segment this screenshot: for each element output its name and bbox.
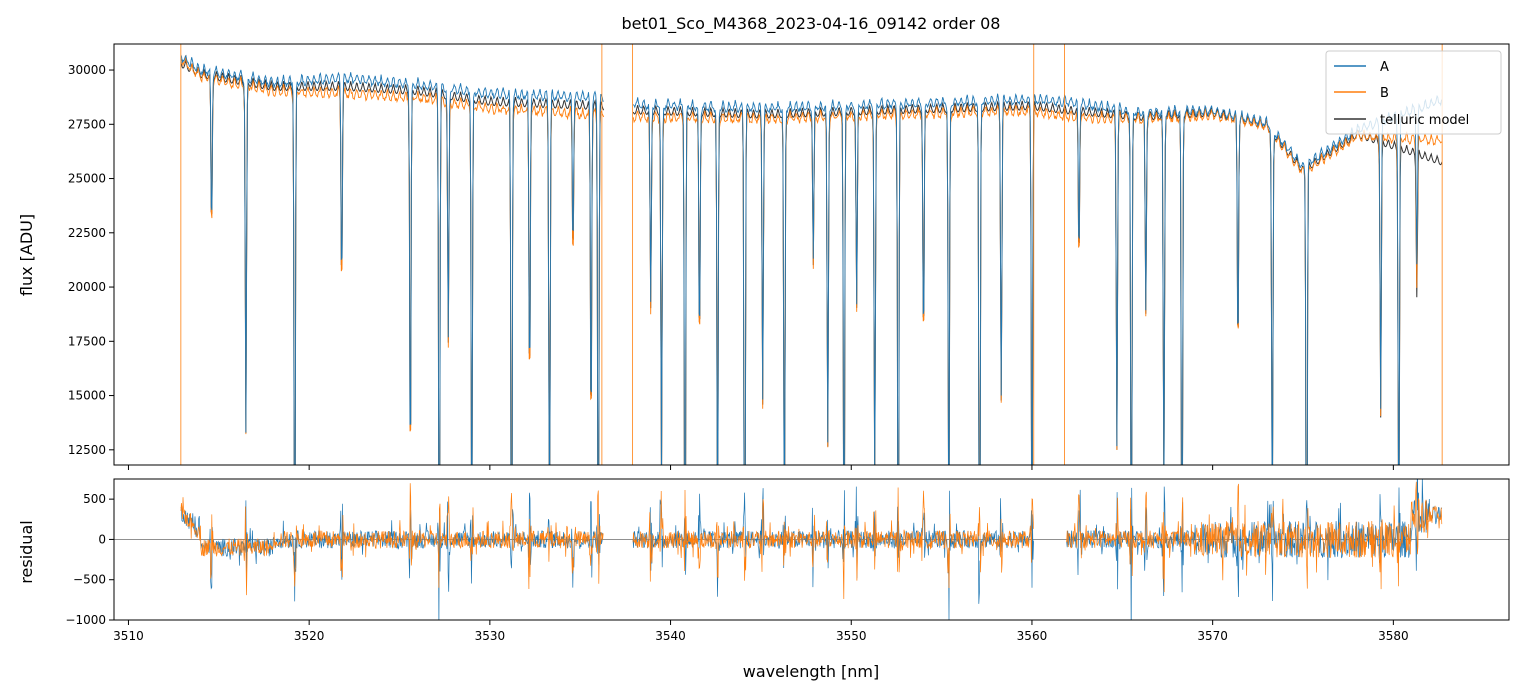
legend-label-model: telluric model (1380, 113, 1469, 128)
flux-y-label: flux [ADU] (17, 214, 36, 296)
flux-x-ticks (127, 465, 1394, 470)
legend-box (1325, 50, 1502, 135)
legend: A B telluric model (1325, 50, 1502, 135)
residual-line-b-seg-1 (632, 487, 1034, 600)
x-tick-label: 3530 (475, 629, 506, 643)
flux-line-telluric-model-seg-1 (632, 100, 1443, 465)
x-axis-label: wavelength [nm] (743, 662, 880, 681)
residual-line-a-seg-0 (180, 492, 604, 620)
flux-y-tick-label: 27500 (68, 117, 106, 131)
residual-y-tick-label: 500 (83, 492, 106, 506)
x-tick-label: 3520 (294, 629, 325, 643)
x-tick-label: 3540 (655, 629, 686, 643)
flux-axes-frame (113, 43, 1510, 466)
residual-y-tick-label: −500 (73, 573, 106, 587)
flux-line-b-seg-0 (180, 55, 605, 465)
residual-line-b-seg-2 (1066, 481, 1443, 593)
legend-label-a: A (1380, 60, 1389, 75)
flux-y-tick-label: 12500 (68, 443, 106, 457)
flux-line-b-seg-1 (632, 104, 1443, 465)
flux-line-telluric-model-seg-0 (180, 59, 605, 465)
residual-y-label: residual (17, 520, 36, 583)
flux-y-tick-label: 20000 (68, 280, 106, 294)
flux-y-tick-label: 15000 (68, 389, 106, 403)
chart-title: bet01_Sco_M4368_2023-04-16_09142 order 0… (622, 14, 1001, 34)
x-tick-label: 3560 (1017, 629, 1048, 643)
residual-y-tick-label: −1000 (65, 613, 106, 627)
residual-y-tick-label: 0 (98, 532, 106, 546)
flux-y-ticks: 12500 15000 17500 20000 22500 25000 27500 30000 (68, 63, 114, 457)
residual-axes-frame (113, 478, 1510, 621)
residual-y-ticks: −1000 −500 0 500 (65, 492, 114, 627)
x-tick-label: 3580 (1378, 629, 1409, 643)
residual-x-ticks: 3510 3520 3530 3540 3550 3560 3570 3580 (113, 620, 1409, 643)
residual-plot-area (114, 479, 1509, 620)
x-tick-label: 3570 (1197, 629, 1228, 643)
x-tick-label: 3510 (113, 629, 144, 643)
flux-y-tick-label: 17500 (68, 334, 106, 348)
legend-label-b: B (1380, 86, 1389, 101)
x-tick-label: 3550 (836, 629, 867, 643)
flux-panel: 12500 15000 17500 20000 22500 25000 27500 30000… (17, 43, 1510, 470)
flux-y-tick-label: 25000 (68, 172, 106, 186)
flux-y-tick-label: 22500 (68, 226, 106, 240)
flux-y-tick-label: 30000 (68, 63, 106, 77)
flux-line-a-seg-0 (180, 54, 604, 465)
flux-plot-area (180, 44, 1443, 465)
residual-line-b-seg-0 (180, 483, 604, 596)
flux-line-a-seg-1 (632, 92, 1443, 465)
